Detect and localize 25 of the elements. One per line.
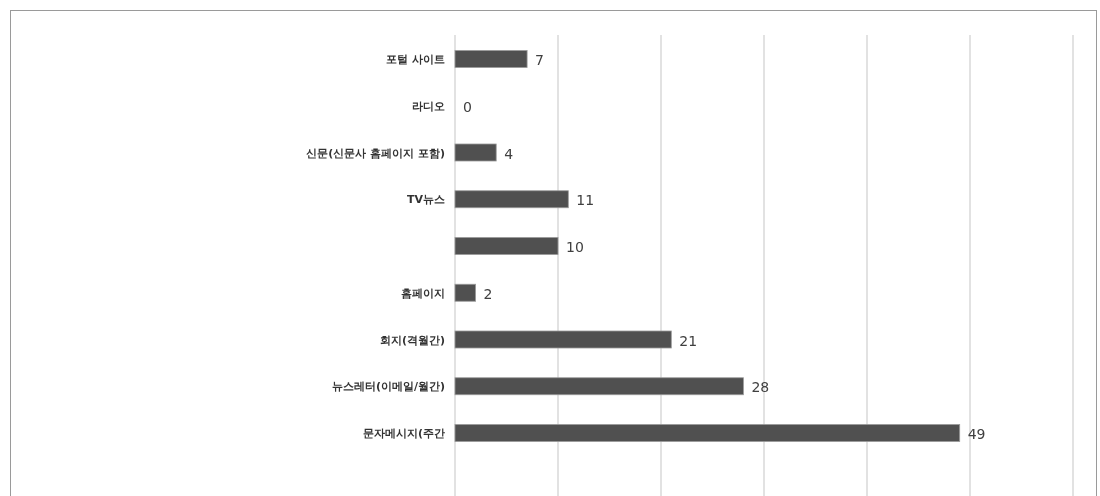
bar — [454, 330, 672, 349]
bar — [454, 283, 476, 302]
data-label: 10 — [566, 239, 584, 255]
bar — [454, 50, 528, 68]
y-tick-label: 포털 사이트 — [386, 53, 445, 66]
bar — [454, 143, 497, 162]
data-label: 7 — [535, 52, 545, 68]
data-label: 21 — [679, 332, 698, 349]
data-label: 4 — [504, 145, 514, 162]
data-label: 0 — [463, 98, 472, 115]
data-label: 2 — [483, 285, 493, 302]
y-tick-label: 문자메시지(주간 — [362, 427, 445, 440]
y-tick-label: TV뉴스 — [406, 193, 445, 207]
y-tick-label: 신문(신문사 홈페이지 포함) — [306, 146, 445, 160]
y-tick-label: 회지(격월간) — [379, 333, 445, 347]
bar — [454, 237, 559, 255]
bar — [454, 190, 569, 209]
data-label: 28 — [751, 379, 770, 396]
y-tick-label: 홈페이지 — [401, 286, 445, 300]
data-label: 49 — [967, 426, 986, 442]
bar — [454, 377, 744, 396]
data-label: 11 — [576, 192, 595, 209]
bar — [454, 424, 961, 442]
y-tick-label: 라디오 — [412, 99, 445, 113]
y-tick-label: 뉴스레터(이메일/월간) — [331, 380, 445, 394]
